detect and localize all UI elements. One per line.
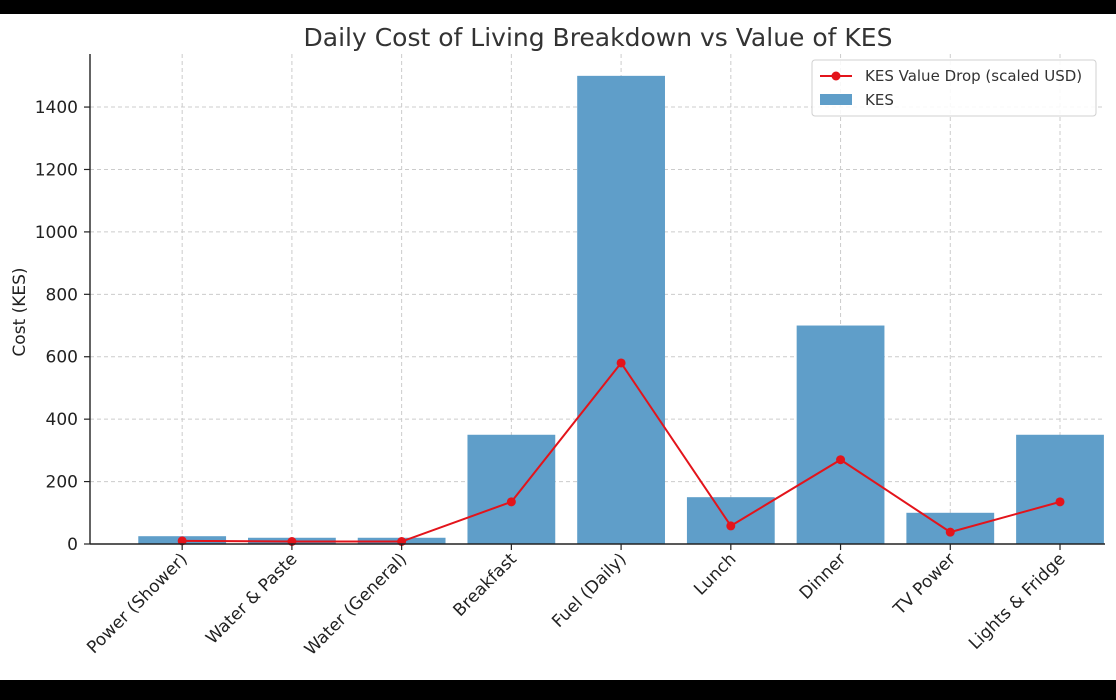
bar-4: [467, 434, 556, 544]
x-tick-label: TV Power: [889, 549, 960, 620]
y-tick-label: 600: [46, 348, 78, 368]
y-tick-label: 200: [46, 473, 78, 493]
bar-9: [1016, 434, 1104, 544]
x-tick-label: Fuel (Daily): [548, 549, 630, 631]
legend-bar-swatch: [820, 94, 852, 105]
line-point-4: [506, 497, 516, 507]
x-tick-label: Lunch: [690, 549, 740, 599]
chart-svg: Daily Cost of Living Breakdown vs Value …: [10, 23, 1105, 660]
y-tick-label: 0: [67, 535, 78, 555]
line-point-8: [945, 527, 955, 537]
bar-7: [796, 325, 885, 544]
line-point-1: [177, 536, 187, 546]
line-series: [177, 358, 1065, 547]
axes: [84, 54, 1105, 550]
line-point-7: [836, 455, 846, 465]
x-tick-label: Water (General): [301, 549, 411, 659]
top-black-band: [0, 0, 1116, 14]
chart-canvas: Daily Cost of Living Breakdown vs Value …: [0, 14, 1116, 680]
legend-label-bar: KES: [865, 91, 894, 109]
x-tick-label: Lights & Fridge: [965, 549, 1069, 653]
y-tick-label: 800: [46, 285, 78, 305]
legend-line-marker: [831, 71, 841, 81]
x-tick-label: Breakfast: [450, 549, 522, 621]
y-axis-label: Cost (KES): [10, 267, 30, 356]
line-point-6: [726, 521, 736, 531]
legend: KES Value Drop (scaled USD) KES: [811, 59, 1097, 117]
chart-title: Daily Cost of Living Breakdown vs Value …: [304, 23, 893, 52]
legend-frame: [811, 59, 1097, 117]
line-point-9: [1055, 497, 1065, 507]
bar-series: [138, 75, 1104, 544]
bar-6: [686, 497, 775, 544]
y-tick-label: 400: [46, 410, 78, 430]
legend-label-line: KES Value Drop (scaled USD): [865, 67, 1082, 85]
y-tick-label: 1000: [35, 223, 78, 243]
y-tick-labels: 0 200 400 600 800 1000 1200 1400: [35, 98, 78, 555]
x-tick-label: Dinner: [796, 549, 850, 603]
y-tick-label: 1400: [35, 98, 78, 118]
x-tick-labels: Power (Shower) Water & Paste Water (Genera…: [83, 549, 1069, 659]
x-tick-label: Power (Shower): [83, 549, 191, 657]
bottom-black-band: [0, 680, 1116, 700]
y-tick-label: 1200: [35, 160, 78, 180]
line-point-5: [616, 358, 626, 368]
x-tick-label: Water & Paste: [202, 549, 301, 648]
bar-5: [577, 75, 665, 544]
